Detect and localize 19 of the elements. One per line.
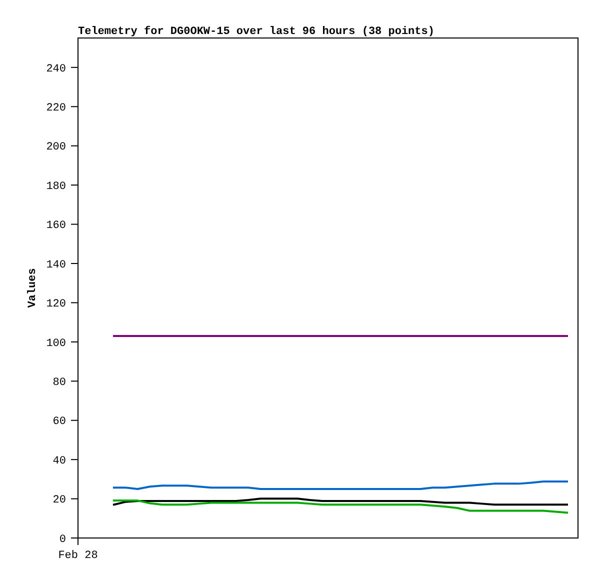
line-series	[112, 500, 569, 514]
y-tick-label: 140	[46, 259, 66, 272]
y-tick-label: 200	[46, 142, 66, 154]
line-series	[112, 498, 569, 506]
line-series	[112, 480, 569, 490]
y-tick-label: 0	[59, 534, 66, 546]
text: Feb 28	[58, 550, 98, 562]
y-tick-label: 220	[46, 102, 66, 114]
y-axis-title: Values	[27, 268, 39, 308]
chart-title: Telemetry for DG0OKW-15 over last 96 hours (38 points)	[78, 25, 434, 38]
y-tick-label: 120	[46, 298, 66, 311]
y-tick-label: 80	[52, 376, 66, 389]
y-tick-label: 100	[46, 338, 66, 350]
y-tick-label: 160	[46, 220, 66, 232]
y-tick-label: 20	[52, 494, 66, 507]
y-tick-label: 40	[52, 455, 66, 468]
y-tick-label: 60	[52, 416, 66, 428]
y-tick-label: 180	[46, 180, 66, 193]
y-tick-label: 240	[46, 63, 66, 76]
